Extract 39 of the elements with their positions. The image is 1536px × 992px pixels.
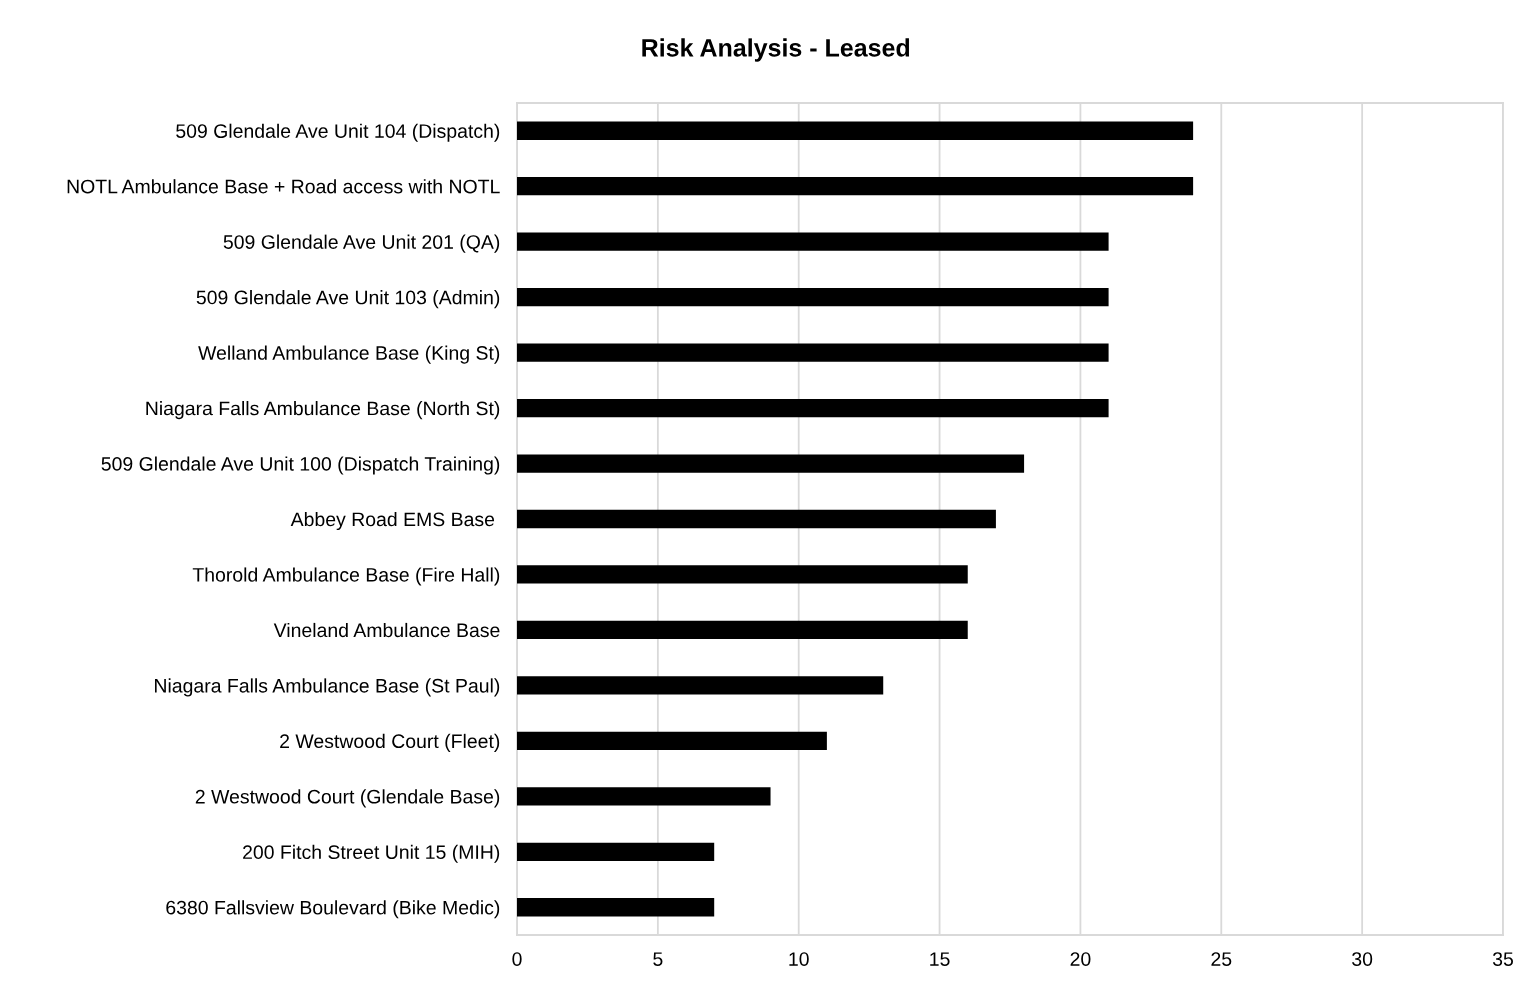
x-tick-label: 25	[1211, 952, 1232, 966]
y-tick-label: 2 Westwood Court (Glendale Base)	[195, 789, 500, 808]
bar	[517, 177, 1194, 196]
y-tick-label: Niagara Falls Ambulance Base (North St)	[146, 401, 500, 420]
bar	[517, 676, 884, 695]
bar	[517, 398, 1109, 418]
x-tick-label: 15	[930, 952, 950, 966]
bar	[517, 565, 968, 584]
y-tick-label: Vineland Ambulance Base	[273, 622, 500, 638]
y-tick-label: 509 Glendale Ave Unit 100 (Dispatch Training)	[101, 456, 500, 475]
bar	[517, 620, 968, 640]
y-tick-label: NOTL Ambulance Base + Road access with NOTL	[67, 179, 500, 194]
bar	[517, 842, 715, 861]
bar	[517, 232, 1109, 251]
x-tick-label: 0	[512, 952, 522, 966]
x-tick-label: 10	[789, 952, 809, 966]
y-tick-label: 6380 Fallsview Boulevard (Bike Medic)	[166, 900, 500, 919]
y-tick-label: Niagara Falls Ambulance Base (St Paul)	[155, 678, 500, 697]
y-tick-label: Abbey Road EMS Base	[290, 511, 495, 531]
y-tick-label: 509 Glendale Ave Unit 104 (Dispatch)	[176, 123, 500, 142]
x-tick-label: 30	[1352, 952, 1373, 966]
y-tick-label: 2 Westwood Court (Fleet)	[280, 733, 500, 752]
y-tick-label: Welland Ambulance Base (King St)	[198, 345, 500, 364]
bar	[517, 343, 1109, 362]
chart-title: Risk Analysis - Leased	[642, 38, 910, 62]
bar	[517, 898, 715, 917]
y-tick-label: 509 Glendale Ave Unit 201 (QA)	[223, 234, 500, 253]
bar	[517, 787, 771, 806]
y-tick-label: 200 Fitch Street Unit 15 (MIH)	[243, 844, 500, 863]
bar	[517, 731, 827, 751]
bar	[517, 454, 1025, 473]
x-tick-label: 35	[1492, 952, 1513, 966]
bar	[517, 509, 996, 529]
bar	[517, 287, 1109, 307]
y-tick-label: Thorold Ambulance Base (Fire Hall)	[192, 567, 500, 586]
bar	[517, 121, 1194, 140]
y-tick-label: 509 Glendale Ave Unit 103 (Admin)	[196, 290, 500, 309]
x-tick-label: 20	[1070, 952, 1091, 966]
x-tick-label: 5	[653, 952, 663, 966]
